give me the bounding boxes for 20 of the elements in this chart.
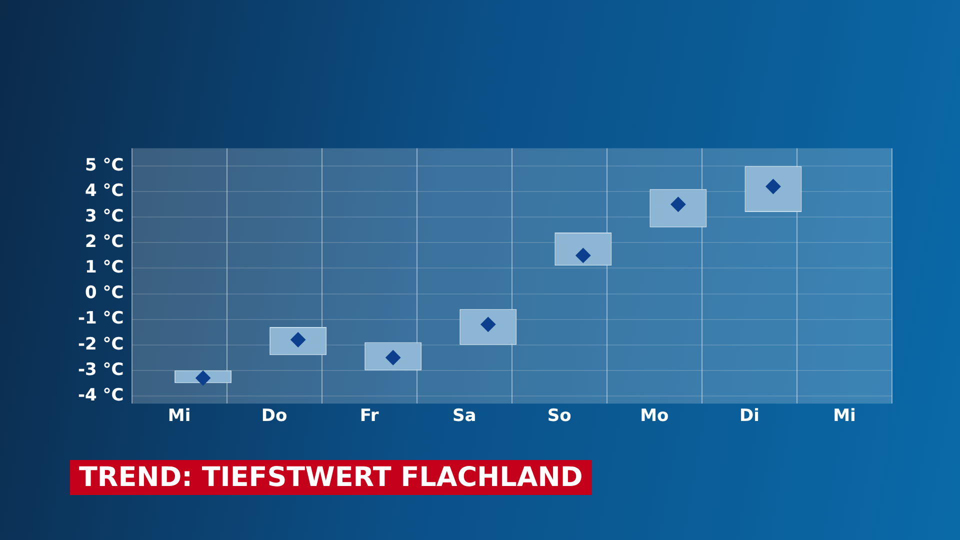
y-tick-label: 4 °C: [85, 181, 124, 202]
x-tick-label: Do: [261, 406, 288, 426]
x-tick-label: Di: [739, 406, 760, 426]
y-tick-label: 1 °C: [85, 258, 124, 278]
x-tick-label: Mi: [168, 406, 191, 426]
x-tick-label: Sa: [452, 406, 476, 426]
x-tick-label: Mi: [833, 406, 856, 426]
x-tick-label: So: [547, 406, 572, 426]
x-tick-label: Fr: [360, 406, 380, 426]
y-tick-label: 2 °C: [85, 232, 124, 252]
point: [196, 370, 211, 386]
y-tick-label: 3 °C: [85, 206, 124, 227]
y-tick-label: -2 °C: [78, 334, 124, 354]
y-tick-label: 5 °C: [85, 156, 124, 176]
y-tick-label: -3 °C: [78, 360, 124, 380]
text: TREND: TIEFSTWERT FLACHLAND: [70, 460, 592, 495]
y-tick-label: 0 °C: [85, 283, 124, 304]
y-tick-label: -4 °C: [78, 385, 124, 406]
y-tick-label: -1 °C: [78, 308, 124, 329]
x-tick-label: Mo: [640, 406, 669, 426]
